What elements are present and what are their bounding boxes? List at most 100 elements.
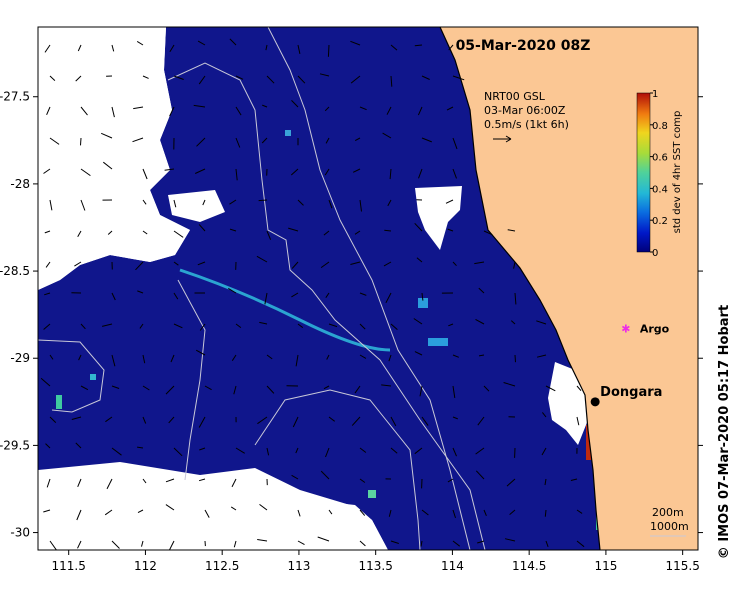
- y-tick-label: -29: [10, 351, 30, 365]
- current-vector: [359, 540, 366, 547]
- current-vector: [350, 75, 361, 84]
- current-vector: [165, 478, 175, 483]
- current-vector: [390, 540, 399, 544]
- current-vector: [421, 292, 424, 301]
- current-vector: [194, 168, 206, 174]
- current-vector: [101, 323, 113, 327]
- current-vector: [359, 509, 366, 516]
- current-vector: [510, 320, 516, 325]
- current-vector: [421, 137, 432, 143]
- current-key-time: 03-Mar 06:00Z: [484, 104, 566, 117]
- current-vector: [448, 44, 454, 51]
- current-vector: [513, 261, 516, 269]
- current-vector: [541, 447, 547, 456]
- current-vector: [75, 75, 82, 82]
- current-vector: [291, 261, 299, 269]
- current-vector: [198, 416, 206, 428]
- current-vector: [381, 384, 392, 387]
- contour-label-1000m: 1000m: [650, 520, 689, 533]
- current-vector: [74, 261, 82, 267]
- current-vector: [386, 106, 392, 115]
- current-vector: [297, 44, 301, 55]
- current-vector: [229, 199, 237, 205]
- current-vector: [165, 504, 175, 511]
- current-vector: [351, 416, 361, 426]
- current-vector: [204, 509, 210, 518]
- y-tick-label: -28.5: [0, 264, 30, 278]
- current-vector: [44, 44, 51, 53]
- x-tick-label: 112: [134, 559, 157, 573]
- current-vector: [101, 132, 113, 139]
- y-tick-label: -27.5: [0, 90, 30, 104]
- x-axis: 111.5 112 112.5 113 113.5 114 114.5 115 115.5: [52, 550, 700, 573]
- colorbar: [636, 92, 651, 253]
- current-vector: [506, 478, 516, 487]
- x-tick-label: 112.5: [205, 559, 239, 573]
- current-vector: [137, 509, 144, 514]
- colorbar-ticks: 0 0.2 0.4 0.6 0.8 1: [650, 89, 668, 259]
- current-vectors: [40, 38, 585, 550]
- current-vector: [173, 261, 179, 266]
- current-vector: [359, 478, 366, 483]
- current-vector: [266, 447, 270, 456]
- current-vector: [291, 292, 299, 298]
- current-vector: [133, 106, 144, 110]
- current-vector: [483, 509, 487, 516]
- current-vector: [320, 261, 330, 269]
- current-vector: [168, 416, 175, 424]
- current-vector: [297, 323, 304, 329]
- current-vector: [327, 44, 330, 57]
- current-vector: [452, 416, 458, 420]
- current-vector: [71, 416, 82, 420]
- current-vector: [235, 447, 245, 454]
- current-vector: [111, 354, 116, 367]
- y-axis: -27.5 -28 -28.5 -29 -29.5 -30: [0, 90, 703, 540]
- current-vector: [414, 351, 423, 356]
- current-vector: [46, 478, 51, 488]
- current-vector: [388, 509, 392, 517]
- current-vector: [447, 228, 454, 232]
- current-vector: [295, 447, 299, 454]
- current-vector: [354, 385, 361, 394]
- current-vector: [197, 261, 206, 266]
- current-vector: [326, 354, 330, 360]
- current-vector: [295, 354, 299, 367]
- current-vector: [257, 416, 268, 425]
- current-vector: [452, 261, 457, 267]
- current-vector: [49, 137, 60, 145]
- current-vector: [233, 540, 237, 548]
- current-key-arrow: [493, 135, 512, 143]
- current-vector: [104, 509, 113, 516]
- colorbar-label: std dev of 4hr SST comp: [672, 111, 683, 234]
- x-tick-label: 113: [287, 559, 310, 573]
- current-vector: [452, 75, 465, 81]
- current-vector: [323, 230, 330, 236]
- bathymetry-contours: [38, 27, 486, 550]
- current-vector: [390, 416, 397, 427]
- current-vector: [514, 292, 517, 305]
- current-vector: [135, 261, 144, 271]
- current-vector: [390, 44, 398, 51]
- current-vector: [230, 506, 237, 511]
- current-vector: [483, 385, 490, 392]
- data-gap-north-1: [168, 190, 225, 222]
- current-vector: [106, 478, 113, 490]
- current-vector: [193, 104, 206, 108]
- data-gap-north-2: [415, 186, 462, 250]
- current-vector: [445, 199, 454, 204]
- current-vector: [266, 75, 275, 84]
- current-vector: [173, 323, 183, 329]
- current-vector: [447, 478, 454, 483]
- colorbar-tick-label: 0.6: [652, 153, 668, 164]
- current-vector: [173, 230, 184, 238]
- current-vector: [352, 168, 361, 173]
- current-vector: [325, 447, 330, 458]
- current-vector: [452, 385, 456, 398]
- current-vector: [229, 38, 237, 46]
- current-vector: [325, 137, 330, 144]
- current-vector: [536, 354, 547, 358]
- current-vector: [136, 40, 144, 46]
- current-vector: [576, 540, 585, 548]
- current-vector: [199, 447, 206, 451]
